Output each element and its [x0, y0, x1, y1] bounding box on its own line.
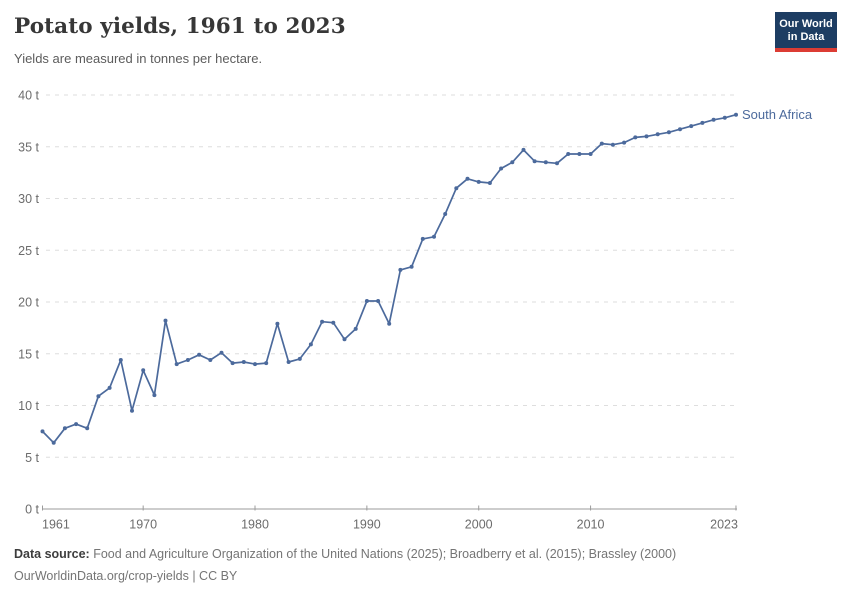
data-point-1977[interactable]	[219, 350, 224, 355]
y-axis-tick-label: 15 t	[18, 347, 39, 361]
data-point-2007[interactable]	[555, 161, 559, 166]
data-point-1967[interactable]	[107, 385, 112, 390]
data-point-1983[interactable]	[286, 360, 291, 364]
data-point-2005[interactable]	[532, 159, 537, 164]
data-source-text: Food and Agriculture Organization of the…	[93, 547, 677, 561]
data-point-2008[interactable]	[566, 152, 571, 156]
x-axis-tick-label: 2023	[710, 518, 738, 532]
data-point-1961[interactable]	[40, 429, 45, 434]
data-point-1968[interactable]	[118, 358, 123, 362]
data-point-2017[interactable]	[666, 130, 671, 135]
y-axis-tick-label: 0 t	[25, 503, 39, 517]
data-point-1987[interactable]	[331, 320, 336, 325]
data-point-1992[interactable]	[387, 321, 392, 326]
data-point-1996[interactable]	[432, 234, 436, 239]
data-point-1973[interactable]	[174, 362, 179, 367]
data-point-1995[interactable]	[420, 236, 425, 241]
data-point-2014[interactable]	[633, 135, 638, 140]
data-point-2002[interactable]	[499, 166, 504, 171]
data-point-1994[interactable]	[409, 264, 414, 269]
data-point-2009[interactable]	[577, 152, 582, 156]
chart-subtitle: Yields are measured in tonnes per hectar…	[14, 51, 263, 66]
owid-logo-line2: in Data	[787, 31, 825, 43]
data-point-1962[interactable]	[51, 440, 56, 445]
data-point-2004[interactable]	[521, 147, 526, 152]
x-axis-tick-label: 2000	[465, 518, 493, 532]
data-point-1978[interactable]	[230, 361, 235, 366]
data-point-1982[interactable]	[275, 321, 280, 326]
data-point-2022[interactable]	[722, 115, 727, 120]
data-point-1999[interactable]	[465, 176, 470, 181]
chart-footer: Data source: Food and Agriculture Organi…	[14, 543, 834, 587]
x-axis-tick-label: 2010	[577, 518, 605, 532]
footer-license[interactable]: CC BY	[199, 569, 238, 583]
owid-logo[interactable]: Our World in Data	[775, 12, 837, 52]
data-point-1988[interactable]	[342, 337, 347, 342]
data-point-2020[interactable]	[700, 120, 705, 125]
y-axis-tick-label: 35 t	[18, 140, 39, 154]
y-axis-tick-label: 25 t	[18, 244, 39, 258]
data-point-1979[interactable]	[241, 360, 246, 364]
data-point-1976[interactable]	[208, 358, 213, 362]
data-point-1971[interactable]	[152, 393, 157, 398]
data-point-1985[interactable]	[308, 342, 313, 347]
data-point-2010[interactable]	[588, 152, 593, 156]
y-axis-tick-label: 30 t	[18, 192, 39, 206]
data-point-1986[interactable]	[320, 319, 325, 324]
data-point-2016[interactable]	[655, 132, 660, 137]
footer-link-line: OurWorldinData.org/crop-yields | CC BY	[14, 565, 834, 587]
y-axis-tick-label: 10 t	[18, 399, 39, 413]
x-axis-tick-label: 1961	[42, 518, 70, 532]
y-axis-tick-label: 20 t	[18, 296, 39, 310]
data-point-1972[interactable]	[163, 318, 168, 323]
data-point-1966[interactable]	[96, 394, 101, 399]
data-source-label: Data source:	[14, 547, 90, 561]
data-point-1981[interactable]	[264, 361, 269, 366]
data-point-1964[interactable]	[74, 422, 79, 427]
data-point-2013[interactable]	[622, 140, 627, 145]
data-point-2006[interactable]	[543, 160, 548, 165]
page-title: Potato yields, 1961 to 2023	[14, 14, 346, 39]
footer-url-link[interactable]: OurWorldinData.org/crop-yields	[14, 569, 189, 583]
y-axis-tick-label: 5 t	[25, 451, 39, 465]
x-axis-tick-label: 1990	[353, 518, 381, 532]
data-point-1975[interactable]	[197, 352, 202, 357]
data-point-1980[interactable]	[253, 362, 257, 367]
data-point-1998[interactable]	[454, 186, 459, 191]
data-point-1965[interactable]	[85, 426, 90, 431]
data-point-1969[interactable]	[130, 408, 134, 413]
data-point-2018[interactable]	[678, 127, 682, 132]
data-point-2000[interactable]	[476, 179, 481, 184]
data-source-line: Data source: Food and Agriculture Organi…	[14, 543, 834, 565]
data-point-1991[interactable]	[376, 299, 381, 303]
x-axis-tick-label: 1980	[241, 518, 269, 532]
x-axis-tick-label: 1970	[129, 518, 157, 532]
data-point-2021[interactable]	[711, 117, 716, 122]
data-point-2015[interactable]	[644, 134, 649, 139]
data-line-south-africa[interactable]	[41, 113, 737, 444]
data-point-2011[interactable]	[599, 141, 604, 146]
data-point-2001[interactable]	[487, 181, 492, 185]
footer-separator: |	[188, 569, 200, 583]
data-point-2003[interactable]	[510, 160, 515, 165]
data-point-2023[interactable]	[734, 112, 738, 117]
y-axis-tick-label: 40 t	[18, 89, 39, 103]
data-point-2012[interactable]	[610, 142, 615, 147]
data-point-1984[interactable]	[297, 356, 302, 361]
data-point-1963[interactable]	[62, 426, 67, 431]
data-point-1990[interactable]	[364, 299, 369, 303]
data-point-1974[interactable]	[185, 358, 190, 362]
data-point-1997[interactable]	[443, 212, 448, 216]
data-point-1970[interactable]	[141, 368, 146, 373]
owid-logo-line1: Our World	[779, 18, 833, 30]
data-point-1989[interactable]	[353, 326, 358, 331]
line-chart[interactable]: 0 t 5 t 10 t 15 t 20 t 25 t 30 t 35 t 40 t 1961 19…	[0, 0, 850, 538]
series-label-south-africa[interactable]: South Africa	[742, 107, 813, 122]
data-point-2019[interactable]	[689, 124, 694, 129]
data-point-1993[interactable]	[398, 267, 403, 272]
